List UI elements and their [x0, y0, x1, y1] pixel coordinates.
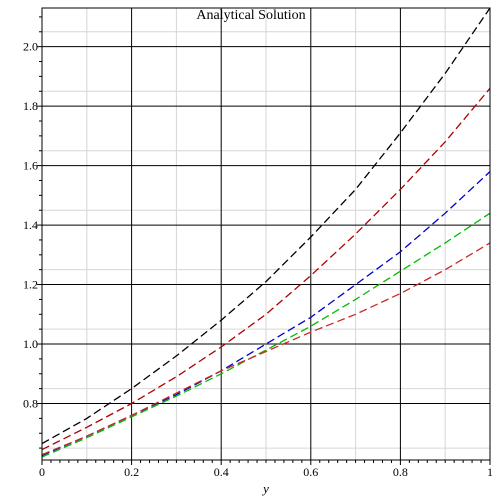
series-line-5 — [41, 242, 491, 456]
x-tick-label: 1 — [487, 465, 493, 479]
y-tick-label: 1.0 — [23, 337, 38, 351]
x-tick-label: 0.6 — [303, 465, 318, 479]
series-line-1 — [41, 7, 491, 445]
x-tick-label: 0.8 — [393, 465, 408, 479]
series-group — [41, 7, 491, 458]
chart-title: Analytical Solution — [196, 8, 305, 23]
y-tick-label: 1.4 — [23, 218, 38, 232]
minor-grid — [42, 8, 490, 460]
y-tick-label: 2.0 — [23, 40, 38, 54]
y-tick-label: 1.8 — [23, 99, 38, 113]
x-tick-label: 0.2 — [124, 465, 139, 479]
x-axis-ticks: 0 0.2 0.4 0.6 0.8 1 — [39, 460, 493, 479]
y-axis-ticks: 0.8 1.0 1.2 1.4 1.6 1.8 2.0 — [23, 16, 42, 449]
y-tick-label: 1.2 — [23, 278, 38, 292]
series-line-4 — [41, 212, 491, 458]
x-tick-label: 0.4 — [214, 465, 229, 479]
series-line-3 — [41, 171, 491, 457]
y-tick-label: 0.8 — [23, 397, 38, 411]
x-axis-label: y — [261, 481, 269, 496]
y-tick-label: 1.6 — [23, 159, 38, 173]
x-tick-label: 0 — [39, 465, 45, 479]
